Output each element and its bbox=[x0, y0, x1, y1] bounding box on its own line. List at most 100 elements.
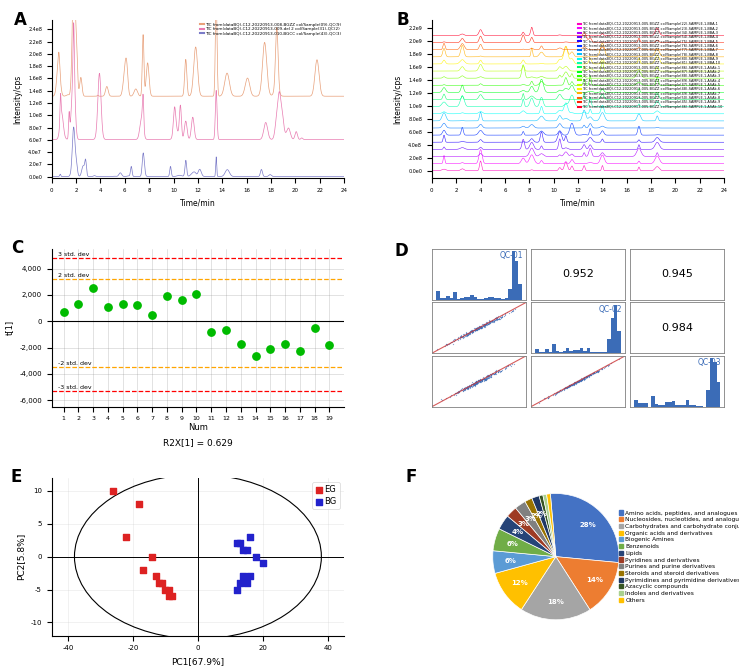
Point bbox=[485, 370, 497, 381]
Point bbox=[440, 339, 452, 349]
Point bbox=[561, 382, 573, 393]
Point bbox=[449, 335, 460, 346]
Point bbox=[461, 383, 473, 393]
Point bbox=[471, 325, 483, 336]
Point bbox=[478, 320, 490, 330]
Point bbox=[265, 343, 276, 354]
Point bbox=[485, 371, 497, 382]
Point bbox=[576, 374, 588, 385]
Point bbox=[573, 375, 585, 386]
Point bbox=[480, 371, 492, 382]
Point bbox=[499, 308, 511, 318]
Point bbox=[439, 341, 451, 352]
Point bbox=[465, 380, 477, 391]
Point bbox=[466, 327, 477, 338]
BG bbox=[237, 545, 249, 555]
Point bbox=[473, 320, 485, 331]
Point bbox=[466, 325, 478, 336]
Point bbox=[547, 390, 559, 401]
Point bbox=[448, 389, 460, 400]
Point bbox=[576, 373, 588, 383]
Point bbox=[473, 376, 485, 387]
Point bbox=[585, 370, 596, 381]
Point bbox=[469, 324, 480, 335]
Point bbox=[474, 322, 486, 333]
Wedge shape bbox=[539, 495, 556, 557]
Point bbox=[494, 367, 505, 377]
Point bbox=[486, 316, 497, 326]
EG bbox=[163, 591, 174, 601]
Point bbox=[481, 317, 493, 328]
Point bbox=[456, 331, 468, 342]
Point bbox=[568, 379, 579, 389]
Point bbox=[481, 373, 493, 384]
Point bbox=[482, 318, 494, 329]
Point bbox=[468, 326, 480, 337]
Point bbox=[494, 365, 505, 376]
Point bbox=[489, 312, 501, 323]
Point bbox=[477, 374, 488, 385]
Point bbox=[481, 371, 493, 382]
Point bbox=[460, 329, 472, 340]
Point bbox=[580, 371, 592, 382]
Point bbox=[486, 369, 497, 380]
Point bbox=[462, 329, 474, 340]
Point bbox=[472, 322, 484, 333]
Point bbox=[479, 375, 491, 386]
Point bbox=[571, 376, 583, 387]
Point bbox=[492, 367, 504, 377]
Point bbox=[588, 367, 599, 378]
Point bbox=[463, 381, 475, 391]
Point bbox=[471, 325, 483, 336]
Point bbox=[568, 378, 579, 389]
Point bbox=[466, 326, 478, 337]
Point bbox=[471, 324, 483, 334]
Point bbox=[494, 366, 506, 377]
Point bbox=[480, 375, 491, 385]
Point bbox=[554, 387, 565, 397]
Point bbox=[560, 383, 572, 393]
Point bbox=[481, 317, 493, 328]
Point bbox=[470, 324, 482, 334]
Point bbox=[578, 373, 590, 383]
Point bbox=[482, 373, 494, 383]
Point bbox=[499, 363, 511, 373]
Text: 0.952: 0.952 bbox=[562, 270, 594, 280]
Point bbox=[596, 363, 607, 373]
EG bbox=[108, 486, 120, 496]
Point bbox=[587, 368, 599, 379]
Point bbox=[474, 377, 486, 387]
BG bbox=[244, 532, 256, 543]
Point bbox=[564, 380, 576, 391]
Point bbox=[466, 325, 478, 336]
Point bbox=[466, 324, 477, 335]
Point bbox=[565, 380, 576, 391]
Point bbox=[456, 385, 468, 395]
Point bbox=[569, 377, 581, 388]
Point bbox=[87, 283, 99, 294]
Point bbox=[585, 369, 596, 379]
Point bbox=[572, 376, 584, 387]
Bar bbox=[471, 295, 474, 300]
Point bbox=[491, 312, 503, 323]
Point bbox=[571, 377, 583, 387]
Y-axis label: PC2[5.8%]: PC2[5.8%] bbox=[16, 533, 25, 580]
Text: -3 std. dev: -3 std. dev bbox=[58, 385, 91, 390]
Point bbox=[450, 389, 462, 400]
Point bbox=[480, 318, 491, 329]
Point bbox=[452, 387, 464, 397]
Point bbox=[475, 323, 487, 334]
Point bbox=[475, 320, 487, 331]
Point bbox=[565, 379, 577, 390]
Point bbox=[474, 376, 486, 387]
EG bbox=[134, 498, 146, 509]
Point bbox=[469, 379, 480, 389]
Point bbox=[588, 367, 599, 378]
Point bbox=[575, 375, 587, 385]
Point bbox=[477, 321, 489, 332]
Point bbox=[454, 385, 466, 395]
Point bbox=[473, 375, 485, 386]
BG bbox=[241, 577, 253, 588]
Point bbox=[571, 377, 583, 387]
Point bbox=[482, 370, 494, 381]
